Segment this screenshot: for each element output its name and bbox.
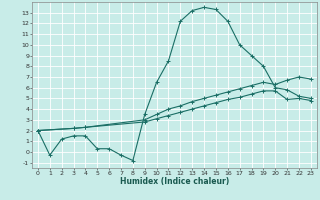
X-axis label: Humidex (Indice chaleur): Humidex (Indice chaleur) [120,177,229,186]
